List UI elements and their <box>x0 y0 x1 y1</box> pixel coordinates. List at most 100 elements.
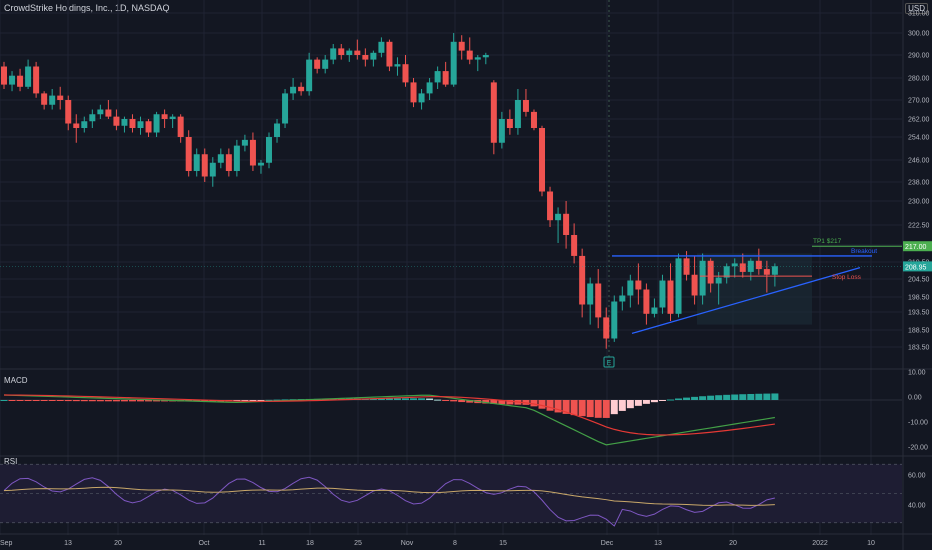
candle-body[interactable] <box>571 235 578 256</box>
candle-body[interactable] <box>579 255 586 305</box>
candle-body[interactable] <box>771 266 778 275</box>
candle-body[interactable] <box>1 66 7 85</box>
candle-body[interactable] <box>683 258 690 275</box>
candle-body[interactable] <box>619 295 626 302</box>
candle-body[interactable] <box>362 55 369 60</box>
candle-body[interactable] <box>506 119 513 128</box>
candle-body[interactable] <box>298 86 305 92</box>
candle-body[interactable] <box>201 154 208 177</box>
candle-body[interactable] <box>274 123 281 138</box>
candle-body[interactable] <box>282 93 289 124</box>
candle-body[interactable] <box>498 119 505 143</box>
candle-body[interactable] <box>410 82 417 103</box>
candle-body[interactable] <box>354 50 361 55</box>
candle-body[interactable] <box>635 280 642 290</box>
candle-body[interactable] <box>113 116 120 126</box>
candle-body[interactable] <box>145 121 152 133</box>
candle-body[interactable] <box>137 121 144 128</box>
candle-body[interactable] <box>290 86 297 94</box>
candle-body[interactable] <box>699 260 706 296</box>
candle-body[interactable] <box>595 283 602 318</box>
candle-body[interactable] <box>33 66 40 94</box>
candle-body[interactable] <box>627 280 634 296</box>
candle-body[interactable] <box>547 191 554 221</box>
candle-body[interactable] <box>763 269 770 275</box>
candle-body[interactable] <box>490 82 497 143</box>
candle-body[interactable] <box>426 82 433 94</box>
candle-body[interactable] <box>643 289 650 314</box>
candle-body[interactable] <box>153 114 160 133</box>
macd-label[interactable]: MACD <box>4 376 28 385</box>
candle-body[interactable] <box>402 64 409 83</box>
macd-line[interactable] <box>3 394 775 446</box>
candle-body[interactable] <box>57 95 64 100</box>
candle-body[interactable] <box>217 154 224 163</box>
candle-body[interactable] <box>177 116 184 137</box>
candle-body[interactable] <box>587 283 594 305</box>
candle-body[interactable] <box>659 280 666 308</box>
candle-body[interactable] <box>530 111 537 128</box>
candle-body[interactable] <box>394 64 401 67</box>
candle-body[interactable] <box>651 307 658 314</box>
candle-body[interactable] <box>185 137 192 171</box>
candle-body[interactable] <box>667 280 674 314</box>
candle-body[interactable] <box>691 274 698 296</box>
candle-body[interactable] <box>514 100 521 128</box>
candle-body[interactable] <box>265 137 272 163</box>
signal-line[interactable] <box>3 394 775 436</box>
candle-body[interactable] <box>105 109 112 117</box>
candle-body[interactable] <box>41 93 48 105</box>
candle-body[interactable] <box>539 128 546 192</box>
candle-body[interactable] <box>257 162 264 166</box>
candle-body[interactable] <box>161 114 168 119</box>
rsi-ma-line[interactable] <box>3 486 775 506</box>
candle-body[interactable] <box>450 41 457 85</box>
candle-body[interactable] <box>755 260 762 270</box>
candle-body[interactable] <box>442 71 449 85</box>
candle-body[interactable] <box>482 55 489 58</box>
support-trendline[interactable] <box>631 267 861 335</box>
candle-body[interactable] <box>611 301 618 339</box>
candle-body[interactable] <box>9 75 16 85</box>
candle-body[interactable] <box>466 50 473 60</box>
candle-body[interactable] <box>434 71 441 83</box>
candle-body[interactable] <box>723 266 730 278</box>
candle-body[interactable] <box>458 41 465 51</box>
candle-body[interactable] <box>233 145 240 171</box>
candle-body[interactable] <box>386 41 393 67</box>
candle-body[interactable] <box>378 41 385 53</box>
candle-body[interactable] <box>555 213 562 221</box>
candle-body[interactable] <box>73 123 80 129</box>
candle-body[interactable] <box>731 263 738 267</box>
candle-body[interactable] <box>249 139 256 166</box>
candle-body[interactable] <box>81 121 88 128</box>
candle-body[interactable] <box>474 57 481 60</box>
candle-body[interactable] <box>193 154 200 171</box>
candle-body[interactable] <box>17 75 24 87</box>
candle-body[interactable] <box>563 213 570 235</box>
candle-body[interactable] <box>370 52 377 60</box>
candle-body[interactable] <box>715 277 722 284</box>
candle-body[interactable] <box>675 258 682 314</box>
candle-body[interactable] <box>241 139 248 146</box>
candle-body[interactable] <box>322 59 329 69</box>
candle-body[interactable] <box>739 263 746 272</box>
candle-body[interactable] <box>97 109 104 115</box>
candle-body[interactable] <box>707 260 714 284</box>
currency-badge[interactable]: USD <box>905 3 928 14</box>
candle-body[interactable] <box>522 100 529 112</box>
rsi-label[interactable]: RSI <box>4 457 18 466</box>
candle-body[interactable] <box>121 119 128 126</box>
candle-body[interactable] <box>306 59 313 92</box>
candle-body[interactable] <box>169 116 176 119</box>
candle-body[interactable] <box>65 100 72 124</box>
earnings-marker[interactable] <box>603 356 615 368</box>
candle-body[interactable] <box>603 317 610 339</box>
candle-body[interactable] <box>89 114 96 122</box>
candle-body[interactable] <box>209 162 216 177</box>
candle-body[interactable] <box>25 66 32 87</box>
candle-body[interactable] <box>129 119 136 128</box>
candle-body[interactable] <box>314 59 321 69</box>
candle-body[interactable] <box>225 154 232 171</box>
